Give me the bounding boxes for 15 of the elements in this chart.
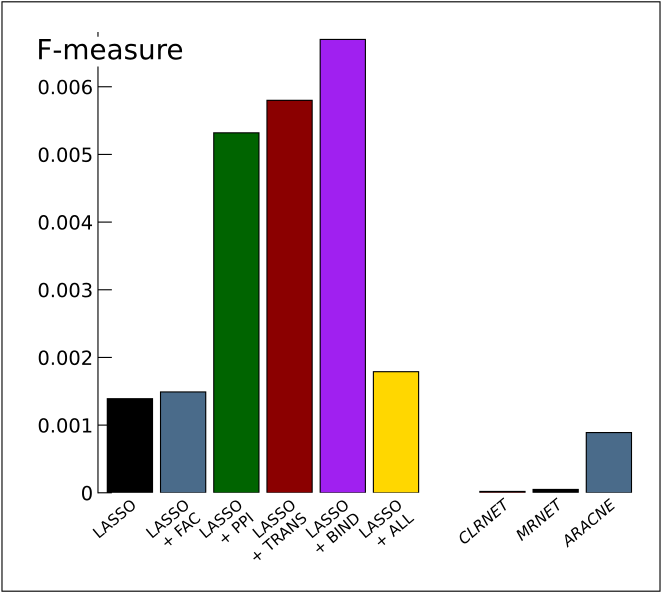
chart-title: F-measure: [39, 39, 182, 60]
y-tick-label: 0.005: [38, 147, 92, 162]
y-tick-label: 0: [82, 486, 92, 500]
bar: [160, 391, 206, 493]
y-tick-label: 0.004: [38, 215, 92, 230]
y-tick-label: 0.002: [38, 350, 92, 366]
bar: [532, 488, 579, 493]
bar: [320, 38, 366, 493]
y-tick-label: 0.001: [38, 418, 92, 433]
bar: [266, 100, 313, 493]
bar: [372, 371, 420, 493]
y-tick-label: 0.003: [38, 282, 92, 298]
bar: [213, 132, 260, 493]
bar: [586, 432, 632, 493]
y-tick-label: 0.006: [38, 80, 92, 94]
